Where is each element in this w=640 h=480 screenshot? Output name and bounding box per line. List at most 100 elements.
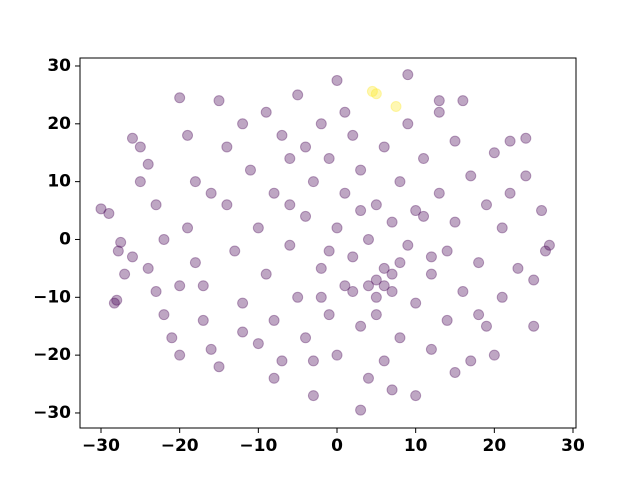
point (339, 280, 351, 292)
x-tick-label: 10 (404, 436, 428, 456)
point (394, 332, 406, 344)
point (300, 141, 312, 153)
point (237, 326, 249, 338)
point (488, 147, 500, 159)
point (402, 69, 414, 81)
point (189, 176, 201, 188)
point (276, 129, 288, 141)
point (425, 251, 437, 263)
point (300, 210, 312, 222)
point (268, 187, 280, 199)
point (418, 153, 430, 165)
x-tick-label: 20 (483, 436, 507, 456)
point (331, 349, 343, 361)
point (370, 274, 382, 286)
point (284, 239, 296, 251)
point (189, 257, 201, 269)
point (174, 349, 186, 361)
point (504, 187, 516, 199)
point (410, 205, 422, 217)
point (260, 106, 272, 118)
point (323, 309, 335, 321)
point (284, 199, 296, 211)
point (504, 135, 516, 147)
point (394, 257, 406, 269)
point (205, 187, 217, 199)
point (260, 268, 272, 280)
point (347, 286, 359, 298)
point (441, 245, 453, 257)
point (496, 222, 508, 234)
point (268, 314, 280, 326)
point (347, 129, 359, 141)
point (536, 205, 548, 217)
point (331, 74, 343, 86)
point (378, 280, 390, 292)
y-tick-label: −30 (33, 403, 71, 423)
point (370, 88, 382, 100)
point (119, 268, 131, 280)
point (528, 274, 540, 286)
point (150, 199, 162, 211)
point (465, 355, 477, 367)
point (473, 257, 485, 269)
point (378, 141, 390, 153)
point (307, 176, 319, 188)
point (197, 280, 209, 292)
point (433, 106, 445, 118)
point (528, 320, 540, 332)
point (134, 176, 146, 188)
point (347, 251, 359, 263)
point (166, 332, 178, 344)
point (386, 216, 398, 228)
point (355, 404, 367, 416)
point (158, 233, 170, 245)
point (512, 262, 524, 274)
point (425, 268, 437, 280)
point (386, 384, 398, 396)
point (378, 262, 390, 274)
point (174, 92, 186, 104)
point (394, 176, 406, 188)
point (520, 132, 532, 144)
point (213, 361, 225, 373)
point (221, 199, 233, 211)
point (433, 95, 445, 107)
point (425, 343, 437, 355)
point (465, 170, 477, 182)
point (229, 245, 241, 257)
point (95, 203, 107, 215)
point (197, 314, 209, 326)
point (315, 262, 327, 274)
point (292, 89, 304, 101)
point (457, 286, 469, 298)
point (307, 355, 319, 367)
point (103, 207, 115, 219)
point (402, 239, 414, 251)
point (390, 100, 402, 112)
point (362, 280, 374, 292)
point (520, 170, 532, 182)
point (182, 129, 194, 141)
point (142, 262, 154, 274)
point (339, 187, 351, 199)
point (237, 118, 249, 130)
x-tick-label: −20 (161, 436, 199, 456)
point (355, 164, 367, 176)
point (441, 314, 453, 326)
point (410, 297, 422, 309)
y-tick-label: −20 (33, 345, 71, 365)
point (126, 132, 138, 144)
y-tick-label: 10 (47, 172, 71, 192)
point (284, 153, 296, 165)
point (300, 332, 312, 344)
point (449, 135, 461, 147)
plot-frame (79, 57, 577, 429)
point (315, 118, 327, 130)
point (473, 309, 485, 321)
point (331, 222, 343, 234)
point (323, 153, 335, 165)
point (480, 320, 492, 332)
point (386, 286, 398, 298)
point (366, 85, 378, 97)
